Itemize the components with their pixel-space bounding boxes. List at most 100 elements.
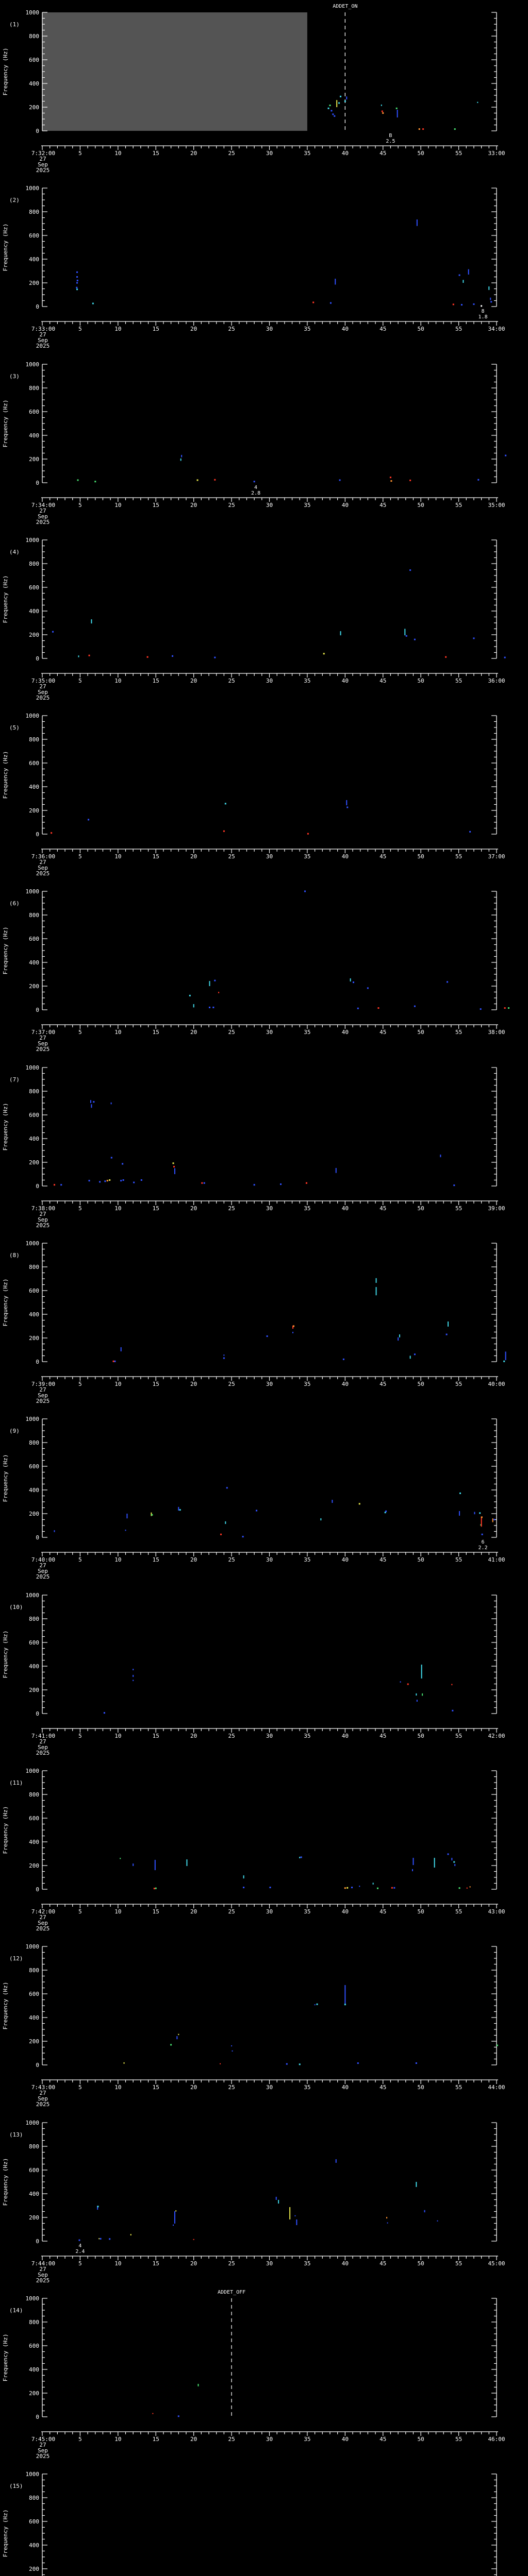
x-tick-label: 35: [304, 1381, 310, 1387]
detection-segment: [175, 2210, 177, 2212]
detection-segment: [178, 2033, 179, 2036]
detection-point: [106, 1180, 108, 1182]
x-tick-label: 55: [455, 1556, 462, 1563]
x-tick-label: 40: [342, 2436, 349, 2443]
detection-point: [473, 637, 475, 639]
date-month: Sep: [38, 2272, 48, 2278]
y-tick-label: 1000: [26, 537, 40, 544]
x-end-label: 39:00: [488, 1205, 505, 1212]
detection-segment: [152, 2413, 154, 2414]
detection-point: [305, 1182, 307, 1184]
y-tick-label: 0: [36, 831, 39, 838]
detection-point: [253, 481, 255, 483]
y-tick-label: 1000: [26, 9, 40, 16]
x-tick-label: 25: [228, 1733, 235, 1739]
detection-segment: [110, 1102, 112, 1105]
spectrogram-panel-8: 0 200 400 600 800 1000 (8) Frequency (Hz) 7:39:0…: [2, 1240, 506, 1404]
date-year: 2025: [36, 1750, 50, 1756]
x-tick-label: 35: [304, 677, 310, 684]
x-tick-label: 45: [380, 326, 386, 332]
spectrogram-panel-9: 0 200 400 600 800 1000 (9) Frequency (Hz) 62.2 7:…: [2, 1416, 505, 1580]
detection-point: [338, 102, 340, 104]
date-day: 27: [39, 2090, 46, 2096]
x-end-label: 45:00: [488, 2260, 505, 2267]
detection-point: [292, 1325, 294, 1327]
detection-point: [357, 2062, 359, 2064]
date-day: 27: [39, 156, 46, 162]
y-tick-label: 800: [29, 1088, 39, 1095]
spectrogram-panel-12: 0 200 400 600 800 1000(12) Frequency (Hz) 7:43:…: [2, 1943, 505, 2108]
detection-point: [405, 635, 407, 637]
detection-segment: [133, 1863, 134, 1866]
detection-segment: [340, 631, 341, 636]
x-tick-label: 30: [266, 1908, 273, 1915]
date-day: 27: [39, 2266, 46, 2273]
detection-point: [172, 655, 174, 657]
y-tick-label: 800: [29, 1264, 39, 1270]
detection-point: [100, 2238, 102, 2240]
y-tick-label: 800: [29, 736, 39, 743]
x-tick-label: 40: [342, 853, 349, 860]
detection-point: [76, 289, 78, 291]
x-tick-label: 30: [266, 1381, 273, 1387]
x-tick-label: 45: [380, 502, 386, 509]
x-tick-label: 10: [114, 1381, 121, 1387]
detection-point: [77, 479, 79, 481]
x-tick-label: 10: [114, 1205, 121, 1212]
x-tick-label: 45: [380, 150, 386, 157]
detection-point: [344, 2004, 346, 2006]
date-year: 2025: [36, 1046, 50, 1053]
x-tick-label: 25: [228, 2436, 235, 2443]
detection-point: [110, 1157, 112, 1159]
detection-point: [78, 2239, 80, 2241]
detection-point: [153, 1888, 155, 1890]
detection-segment: [421, 1665, 422, 1679]
detection-segment: [466, 1887, 468, 1889]
y-axis-title: Frequency (Hz): [2, 1454, 9, 1502]
date-year: 2025: [36, 2101, 50, 2108]
data-gap-mask: [42, 12, 307, 131]
y-tick-label: 200: [29, 632, 39, 638]
note-line2: 2.5: [386, 139, 395, 144]
panel-number: (12): [9, 1955, 23, 1962]
detection-segment: [381, 104, 382, 106]
detection-segment: [120, 1858, 121, 1859]
x-tick-label: 35: [304, 326, 310, 332]
x-tick-label: 5: [78, 1556, 82, 1563]
detection-point: [490, 301, 492, 303]
date-day: 27: [39, 331, 46, 338]
x-tick-label: 35: [304, 1029, 310, 1036]
detection-point: [122, 1179, 124, 1181]
x-tick-label: 30: [266, 2436, 273, 2443]
detection-point: [179, 1509, 181, 1511]
x-tick-label: 5: [78, 853, 82, 860]
detection-point: [481, 305, 483, 307]
detection-point: [109, 1179, 111, 1181]
date-year: 2025: [36, 343, 50, 349]
x-start-label: 7:41:00: [31, 1733, 55, 1739]
detection-segment: [174, 1168, 175, 1174]
date-month: Sep: [38, 2095, 48, 2102]
detection-point: [454, 128, 456, 130]
detection-point: [504, 656, 506, 658]
panel-number: (5): [9, 724, 20, 731]
x-tick-label: 25: [228, 1556, 235, 1563]
detection-point: [329, 302, 332, 304]
y-tick-label: 0: [36, 303, 39, 310]
x-tick-label: 55: [455, 1381, 462, 1387]
y-axis-title: Frequency (Hz): [2, 48, 9, 96]
x-tick-label: 40: [342, 1908, 349, 1915]
detection-point: [481, 1533, 483, 1535]
detection-point: [172, 1162, 174, 1164]
x-tick-label: 45: [380, 2084, 386, 2091]
detection-point: [52, 631, 54, 633]
x-tick-label: 15: [153, 502, 159, 509]
detection-segment: [180, 458, 182, 461]
detection-point: [214, 656, 216, 658]
x-tick-label: 10: [114, 1733, 121, 1739]
x-tick-label: 35: [304, 2436, 310, 2443]
x-tick-label: 45: [380, 1556, 386, 1563]
x-tick-label: 15: [153, 2436, 159, 2443]
detection-segment: [299, 1856, 301, 1858]
